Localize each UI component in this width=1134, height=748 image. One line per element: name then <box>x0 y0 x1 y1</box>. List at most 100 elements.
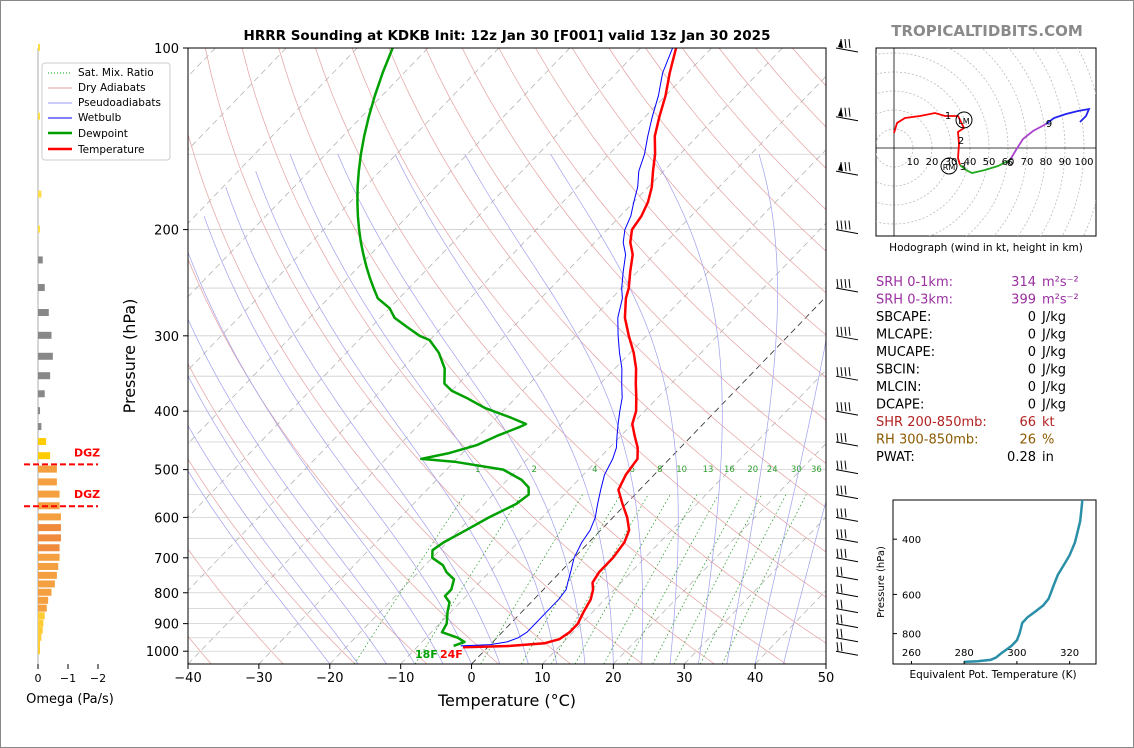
hodograph-caption: Hodograph (wind in kt, height in km) <box>889 242 1083 254</box>
omega-bar <box>38 612 45 620</box>
wind-barb <box>835 583 859 598</box>
stat-label: SBCAPE: <box>876 310 931 325</box>
lm-label: LM <box>958 117 969 126</box>
stat-value: 0 <box>1028 328 1036 343</box>
stat-value: 0 <box>1028 380 1036 395</box>
stats-table: SRH 0-1km: 314 m²s⁻² SRH 0-3km: 399 m²s⁻² SBCA… <box>876 275 1079 465</box>
barb-staff <box>835 287 859 293</box>
mixing-ratio-labels: 1 2 4 6 8 10 13 16 20 24 30 36 <box>475 465 822 475</box>
skewt-panel: 1 2 4 6 8 10 13 16 20 24 30 36 −40 −30 −20 −10 0 10 20 30 4… <box>41 38 859 710</box>
dry-adiabat <box>461 48 826 464</box>
barb-feather <box>836 614 839 624</box>
theta-e-y-tick-label: 600 <box>902 590 921 601</box>
moist-adiabat <box>203 215 472 664</box>
hodo-ring-label: 60 <box>1002 157 1015 168</box>
stat-label: SHR 200-850mb: <box>876 415 987 430</box>
isotherm <box>188 48 783 664</box>
wind-barb <box>835 460 859 475</box>
barb-feather <box>840 583 843 593</box>
stat-unit: J/kg <box>1041 363 1066 378</box>
barb-feather <box>844 548 847 558</box>
barb-feather <box>844 220 847 230</box>
legend-label: Dry Adiabats <box>78 82 146 94</box>
background-lines <box>188 48 826 664</box>
stat-label: SBCIN: <box>876 363 920 378</box>
mixing-ratio-label: 13 <box>703 465 714 475</box>
barb-feather <box>836 460 839 470</box>
omega-bar <box>38 553 60 561</box>
omega-bar <box>38 423 42 431</box>
moist-adiabat <box>652 154 723 664</box>
barb-feather <box>844 432 847 443</box>
moist-adiabat <box>188 318 416 664</box>
barb-feather <box>848 278 851 289</box>
omega-bar <box>38 309 49 317</box>
theta-e-y-tick-label: 400 <box>902 535 921 546</box>
omega-axis: 0 −1 −2 <box>35 664 106 685</box>
moist-adiabat <box>726 154 778 664</box>
hodo-height-label: 6 <box>1007 158 1013 169</box>
mixing-ratio-line <box>603 494 698 664</box>
stat-unit: J/kg <box>1041 345 1066 360</box>
series-wetbulb <box>460 48 674 647</box>
moist-adiabat <box>255 170 529 664</box>
barb-staff <box>835 116 859 122</box>
y-tick-label: 900 <box>154 618 179 633</box>
stat-unit: J/kg <box>1041 398 1066 413</box>
wind-barb <box>835 107 859 122</box>
omega-bar <box>38 626 43 634</box>
dry-adiabat <box>188 548 284 664</box>
omega-bar <box>38 256 43 264</box>
wind-barb <box>835 642 859 656</box>
omega-bar <box>38 534 61 542</box>
wind-barb <box>835 278 859 293</box>
barb-staff <box>835 537 859 543</box>
y-tick-label: 500 <box>154 464 179 479</box>
hodo-ring-label: 10 <box>907 157 920 168</box>
x-tick-label: 10 <box>534 671 551 686</box>
barb-feather <box>840 107 843 117</box>
wind-barb <box>835 220 859 235</box>
moist-adiabat <box>289 154 557 664</box>
omega-bar <box>38 647 40 655</box>
moist-adiabat <box>337 154 586 664</box>
barb-feather <box>844 460 847 470</box>
barb-feather <box>840 220 843 230</box>
brand-watermark: TROPICALTIDBITS.COM <box>891 22 1083 40</box>
stat-unit: J/kg <box>1041 310 1066 325</box>
omega-bar <box>38 580 55 588</box>
barb-staff <box>835 557 859 563</box>
omega-bar <box>38 619 44 627</box>
barb-feather <box>844 38 847 49</box>
barb-feather <box>840 599 843 609</box>
y-tick-label: 1000 <box>146 645 179 660</box>
isotherm <box>188 48 641 518</box>
moist-adiabat <box>188 251 444 664</box>
barb-feather <box>844 367 847 377</box>
barb-staff <box>835 375 859 381</box>
barb-feather <box>840 432 843 443</box>
barb-feather <box>848 162 851 172</box>
omega-bar <box>38 640 41 648</box>
wind-barb <box>835 485 859 500</box>
barb-feather <box>836 278 839 289</box>
omega-tick-label: −1 <box>60 672 76 685</box>
barb-staff <box>835 575 859 581</box>
moist-adiabat <box>783 499 826 664</box>
dry-adiabat <box>188 458 356 664</box>
y-tick-label: 300 <box>154 330 179 345</box>
hodo-height-label: 3 <box>960 162 966 173</box>
theta-e-profile <box>964 500 1084 664</box>
stat-label: PWAT: <box>876 450 915 465</box>
y-axis-label: Pressure (hPa) <box>120 299 139 414</box>
stat-label: MLCAPE: <box>876 328 933 343</box>
wind-barb <box>835 326 859 341</box>
wind-barb <box>835 432 859 447</box>
hodograph-rings <box>876 48 1096 236</box>
stat-value: 66 <box>1019 415 1036 430</box>
stat-label: MLCIN: <box>876 380 921 395</box>
moist-adiabat <box>188 425 359 664</box>
barb-feather <box>840 162 843 172</box>
mixing-ratio-label: 8 <box>657 465 662 475</box>
